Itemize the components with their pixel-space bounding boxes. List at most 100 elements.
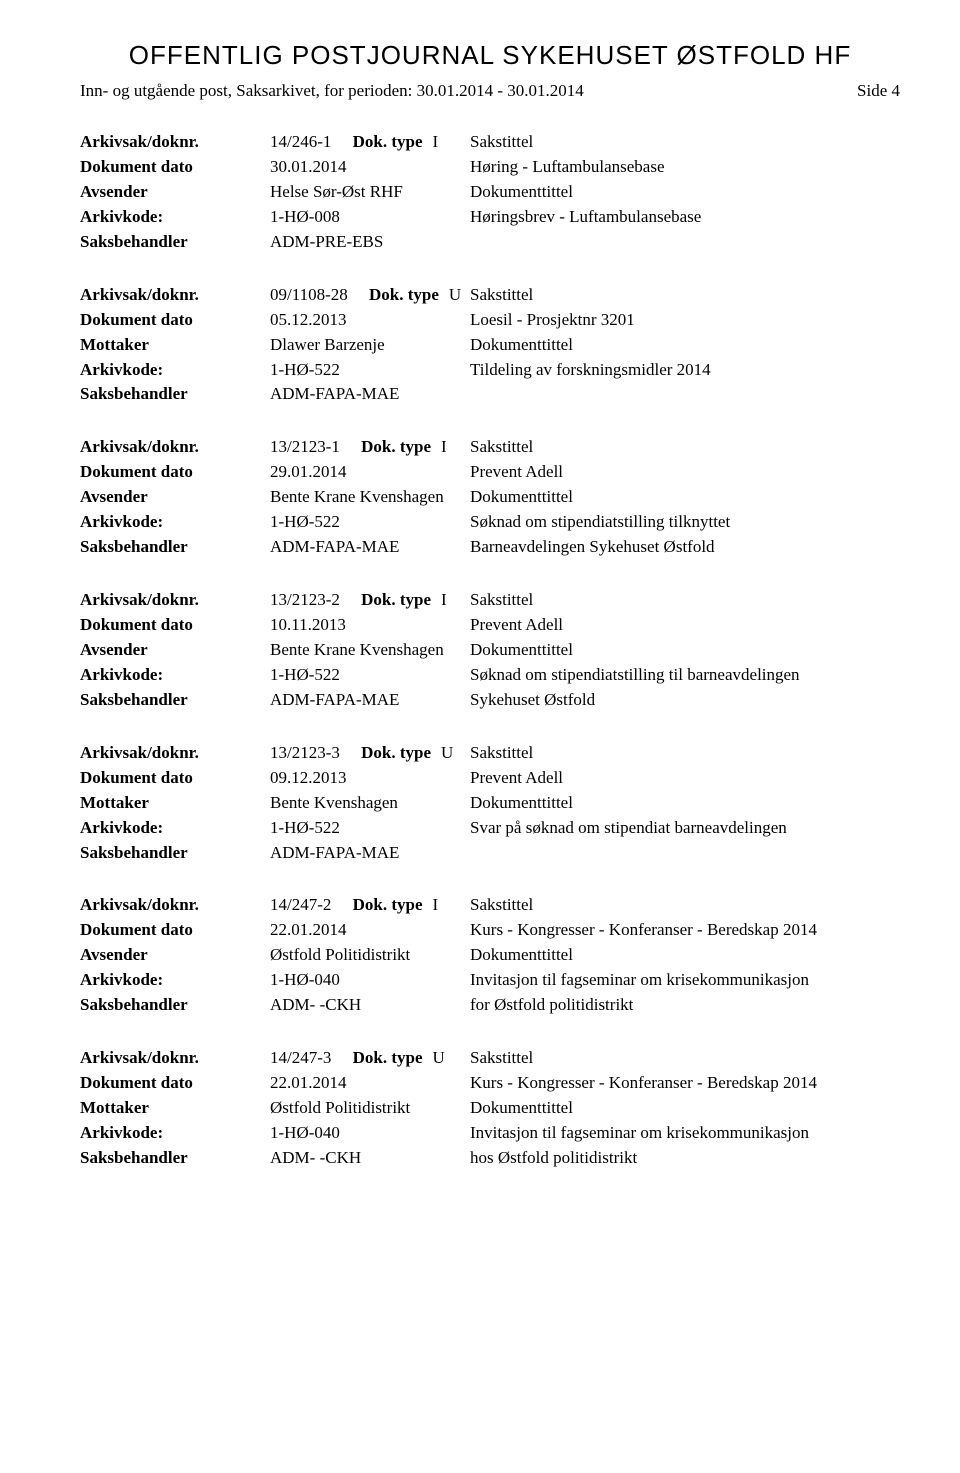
arkivsak-value: 14/246-1 Dok. typeI xyxy=(270,131,470,154)
saksbehandler-value: ADM-FAPA-MAE xyxy=(270,689,470,712)
arkivsak-value: 13/2123-1 Dok. typeI xyxy=(270,436,470,459)
saksbehandler-value: ADM-FAPA-MAE xyxy=(270,842,470,865)
doktype-value: I xyxy=(441,437,447,456)
dokumenttittel-value: Invitasjon til fagseminar om krisekommun… xyxy=(470,1122,900,1145)
dokumenttittel-value: Svar på søknad om stipendiat barneavdeli… xyxy=(470,817,900,840)
dokumenttittel-label: Dokumenttittel xyxy=(470,334,900,357)
arkivsak-label: Arkivsak/doknr. xyxy=(80,589,270,612)
sakstittel-value: Kurs - Kongresser - Konferanser - Bereds… xyxy=(470,919,900,942)
dokumenttittel-value: Søknad om stipendiatstilling til barneav… xyxy=(470,664,900,687)
dokumenttittel-label: Dokumenttittel xyxy=(470,181,900,204)
arkivkode-value: 1-HØ-040 xyxy=(270,969,470,992)
dokumentdato-label: Dokument dato xyxy=(80,1072,270,1095)
dokumenttittel-label: Dokumenttittel xyxy=(470,944,900,967)
records-container: Arkivsak/doknr.14/246-1 Dok. typeISaksti… xyxy=(80,131,900,1170)
dokumenttittel-value: Invitasjon til fagseminar om krisekommun… xyxy=(470,969,900,992)
sakstittel-label: Sakstittel xyxy=(470,894,900,917)
record: Arkivsak/doknr.13/2123-2 Dok. typeISakst… xyxy=(80,589,900,712)
doktype-value: I xyxy=(433,895,439,914)
saksbehandler-value: ADM-PRE-EBS xyxy=(270,231,470,254)
doktype-label: Dok. type xyxy=(361,590,431,609)
arkivkode-value: 1-HØ-008 xyxy=(270,206,470,229)
arkivkode-label: Arkivkode: xyxy=(80,664,270,687)
dokumenttittel-value-2: Barneavdelingen Sykehuset Østfold xyxy=(470,536,900,559)
doktype-value: I xyxy=(441,590,447,609)
dokumenttittel-value-2: hos Østfold politidistrikt xyxy=(470,1147,900,1170)
arkivsak-label: Arkivsak/doknr. xyxy=(80,1047,270,1070)
arkivkode-label: Arkivkode: xyxy=(80,817,270,840)
saksbehandler-value: ADM- -CKH xyxy=(270,1147,470,1170)
dokumenttittel-label: Dokumenttittel xyxy=(470,792,900,815)
party-value: Helse Sør-Øst RHF xyxy=(270,181,470,204)
dokumentdato-label: Dokument dato xyxy=(80,156,270,179)
subtitle: Inn- og utgående post, Saksarkivet, for … xyxy=(80,81,584,101)
arkivkode-label: Arkivkode: xyxy=(80,1122,270,1145)
party-label: Mottaker xyxy=(80,1097,270,1120)
dokumentdato-label: Dokument dato xyxy=(80,461,270,484)
party-label: Mottaker xyxy=(80,334,270,357)
party-value: Østfold Politidistrikt xyxy=(270,1097,470,1120)
record: Arkivsak/doknr.14/247-2 Dok. typeISaksti… xyxy=(80,894,900,1017)
arkivkode-label: Arkivkode: xyxy=(80,359,270,382)
record: Arkivsak/doknr.09/1108-28 Dok. typeUSaks… xyxy=(80,284,900,407)
sakstittel-label: Sakstittel xyxy=(470,284,900,307)
party-label: Mottaker xyxy=(80,792,270,815)
doktype-label: Dok. type xyxy=(361,743,431,762)
party-value: Østfold Politidistrikt xyxy=(270,944,470,967)
arkivkode-label: Arkivkode: xyxy=(80,511,270,534)
dokumentdato-value: 09.12.2013 xyxy=(270,767,470,790)
dokumenttittel-label: Dokumenttittel xyxy=(470,639,900,662)
party-label: Avsender xyxy=(80,486,270,509)
record: Arkivsak/doknr.14/247-3 Dok. typeUSaksti… xyxy=(80,1047,900,1170)
party-value: Dlawer Barzenje xyxy=(270,334,470,357)
arkivsak-label: Arkivsak/doknr. xyxy=(80,742,270,765)
record: Arkivsak/doknr.13/2123-1 Dok. typeISakst… xyxy=(80,436,900,559)
saksbehandler-label: Saksbehandler xyxy=(80,994,270,1017)
dokumentdato-value: 10.11.2013 xyxy=(270,614,470,637)
page-title: OFFENTLIG POSTJOURNAL SYKEHUSET ØSTFOLD … xyxy=(80,40,900,71)
dokumentdato-label: Dokument dato xyxy=(80,614,270,637)
saksbehandler-label: Saksbehandler xyxy=(80,383,270,406)
arkivsak-value: 14/247-2 Dok. typeI xyxy=(270,894,470,917)
dokumentdato-value: 30.01.2014 xyxy=(270,156,470,179)
party-value: Bente Kvenshagen xyxy=(270,792,470,815)
saksbehandler-label: Saksbehandler xyxy=(80,689,270,712)
doktype-label: Dok. type xyxy=(361,437,431,456)
doktype-value: U xyxy=(441,743,453,762)
arkivkode-label: Arkivkode: xyxy=(80,969,270,992)
saksbehandler-value: ADM-FAPA-MAE xyxy=(270,383,470,406)
doktype-label: Dok. type xyxy=(369,285,439,304)
saksbehandler-label: Saksbehandler xyxy=(80,1147,270,1170)
arkivkode-value: 1-HØ-522 xyxy=(270,817,470,840)
dokumenttittel-label: Dokumenttittel xyxy=(470,486,900,509)
arkivkode-value: 1-HØ-040 xyxy=(270,1122,470,1145)
sakstittel-value: Kurs - Kongresser - Konferanser - Bereds… xyxy=(470,1072,900,1095)
doktype-label: Dok. type xyxy=(353,132,423,151)
doktype-label: Dok. type xyxy=(353,1048,423,1067)
arkivkode-value: 1-HØ-522 xyxy=(270,664,470,687)
party-label: Avsender xyxy=(80,639,270,662)
dokumenttittel-label: Dokumenttittel xyxy=(470,1097,900,1120)
dokumentdato-label: Dokument dato xyxy=(80,919,270,942)
sakstittel-label: Sakstittel xyxy=(470,1047,900,1070)
arkivkode-value: 1-HØ-522 xyxy=(270,359,470,382)
dokumentdato-value: 22.01.2014 xyxy=(270,919,470,942)
party-label: Avsender xyxy=(80,181,270,204)
dokumenttittel-value-2: Sykehuset Østfold xyxy=(470,689,900,712)
dokumentdato-value: 05.12.2013 xyxy=(270,309,470,332)
sakstittel-label: Sakstittel xyxy=(470,742,900,765)
arkivsak-value: 14/247-3 Dok. typeU xyxy=(270,1047,470,1070)
dokumentdato-label: Dokument dato xyxy=(80,767,270,790)
arkivsak-label: Arkivsak/doknr. xyxy=(80,131,270,154)
dokumentdato-label: Dokument dato xyxy=(80,309,270,332)
party-value: Bente Krane Kvenshagen xyxy=(270,486,470,509)
record: Arkivsak/doknr.14/246-1 Dok. typeISaksti… xyxy=(80,131,900,254)
record: Arkivsak/doknr.13/2123-3 Dok. typeUSakst… xyxy=(80,742,900,865)
sakstittel-label: Sakstittel xyxy=(470,131,900,154)
dokumentdato-value: 29.01.2014 xyxy=(270,461,470,484)
party-label: Avsender xyxy=(80,944,270,967)
doktype-value: I xyxy=(433,132,439,151)
arkivsak-value: 13/2123-3 Dok. typeU xyxy=(270,742,470,765)
saksbehandler-value: ADM-FAPA-MAE xyxy=(270,536,470,559)
doktype-value: U xyxy=(449,285,461,304)
